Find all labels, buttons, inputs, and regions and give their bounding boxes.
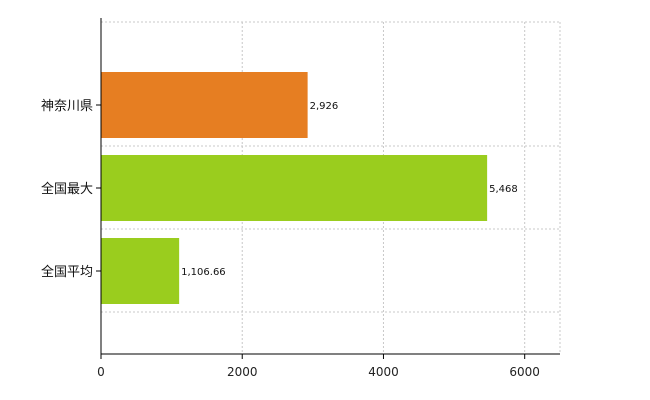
category-label: 全国最大	[41, 181, 93, 197]
axes	[96, 18, 560, 359]
data-label: 1,106.66	[181, 267, 226, 278]
category-label: 神奈川県	[41, 99, 93, 114]
x-tick-label: 2000	[227, 365, 258, 379]
data-label: 5,468	[489, 184, 518, 195]
bar	[101, 238, 180, 304]
bar	[101, 155, 488, 221]
x-tick-label: 6000	[509, 365, 540, 379]
data-label: 2,926	[310, 101, 339, 112]
bars	[101, 72, 488, 304]
bar	[101, 72, 308, 138]
category-label: 全国平均	[41, 264, 93, 280]
labels: 2,926 神奈川県 5,468 全国最大 1,106.66 全国平均 0 2000 4000 6…	[41, 99, 540, 379]
grid-lines	[101, 21, 561, 354]
x-tick-label: 4000	[368, 365, 399, 379]
x-tick-label: 0	[97, 365, 105, 379]
